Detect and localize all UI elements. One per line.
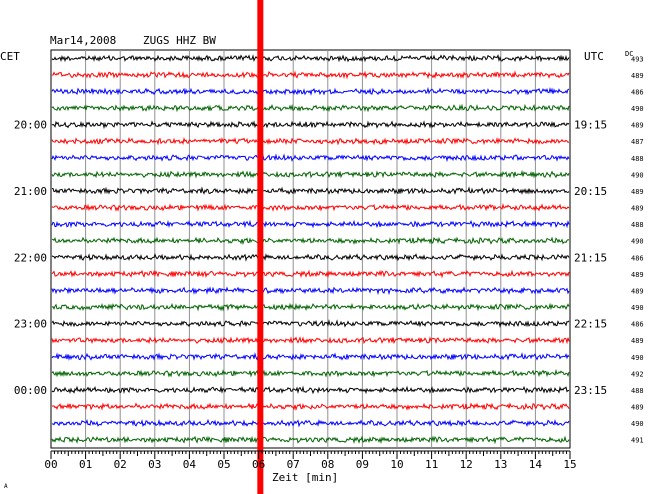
dc-offset-value: 486 xyxy=(631,254,644,262)
x-tick-label: 00 xyxy=(44,458,57,471)
left-time-label: 23:00 xyxy=(14,318,47,331)
trace-line xyxy=(51,418,570,428)
right-time-label: 20:15 xyxy=(574,185,607,198)
x-axis-title: Zeit [min] xyxy=(272,471,338,484)
trace-line xyxy=(51,186,570,195)
trace-line xyxy=(51,402,570,411)
right-time-label: 21:15 xyxy=(574,251,607,264)
x-tick-label: 15 xyxy=(563,458,576,471)
left-time-label: 00:00 xyxy=(14,384,47,397)
dc-offset-value: 488 xyxy=(631,387,644,395)
dc-offset-value: 489 xyxy=(631,271,644,279)
x-tick-label: 07 xyxy=(287,458,300,471)
x-tick-label: 03 xyxy=(148,458,161,471)
dc-offset-value: 489 xyxy=(631,72,644,80)
trace-line xyxy=(51,103,570,113)
x-tick-label: 09 xyxy=(356,458,369,471)
header-date: Mar14,2008 xyxy=(50,34,116,47)
x-tick-label: 04 xyxy=(183,458,197,471)
dc-offset-value: 489 xyxy=(631,205,644,213)
dc-offset-value: 489 xyxy=(631,287,644,295)
trace-line xyxy=(51,336,570,345)
right-time-label: 19:15 xyxy=(574,119,607,132)
right-timezone-label: UTC xyxy=(584,50,604,63)
event-marker xyxy=(257,0,264,494)
x-tick-label: 06 xyxy=(252,458,265,471)
dc-offset-value: 491 xyxy=(631,437,644,445)
dc-offset-value: 489 xyxy=(631,404,644,412)
trace-line xyxy=(51,236,570,246)
corner-mark: A xyxy=(4,483,8,490)
dc-offset-value: 490 xyxy=(631,354,644,362)
dc-offset-value: 486 xyxy=(631,321,644,329)
dc-offset-value: 493 xyxy=(631,55,644,63)
dc-offset-value: 489 xyxy=(631,337,644,345)
left-time-label: 20:00 xyxy=(14,119,47,132)
x-tick-label: 05 xyxy=(217,458,230,471)
dc-offset-value: 488 xyxy=(631,221,644,229)
dc-offset-value: 490 xyxy=(631,105,644,113)
right-time-label: 23:15 xyxy=(574,384,607,397)
dc-offset-value: 492 xyxy=(631,370,644,378)
trace-line xyxy=(51,253,570,262)
trace-line xyxy=(51,269,570,279)
dc-label: DC xyxy=(625,50,633,58)
dc-offset-value: 486 xyxy=(631,88,644,96)
labels: Mar14,2008 ZUGS HHZ BW CET UTC DC Zeit [… xyxy=(0,34,644,490)
left-timezone-label: CET xyxy=(0,50,20,63)
grid xyxy=(50,49,571,449)
trace-line xyxy=(51,70,570,80)
event-marker-layer xyxy=(257,0,264,494)
trace-line xyxy=(51,352,570,361)
trace-line xyxy=(51,86,570,96)
trace-line xyxy=(51,219,570,229)
right-time-label: 22:15 xyxy=(574,318,607,331)
dc-offset-value: 490 xyxy=(631,420,644,428)
dc-offset-value: 487 xyxy=(631,138,644,146)
trace-line xyxy=(51,302,570,312)
trace-line xyxy=(51,286,570,296)
x-tick-label: 13 xyxy=(494,458,507,471)
trace-line xyxy=(51,153,570,163)
x-tick-label: 14 xyxy=(529,458,543,471)
x-tick-label: 12 xyxy=(460,458,473,471)
trace-line xyxy=(51,319,570,329)
trace-line xyxy=(51,169,570,179)
header-station: ZUGS HHZ BW xyxy=(143,34,216,47)
trace-line xyxy=(51,53,570,63)
trace-line xyxy=(51,120,570,130)
left-time-label: 22:00 xyxy=(14,251,47,264)
dc-offset-value: 490 xyxy=(631,238,644,246)
x-axis: 00 01 02 03 04 05 06 07 08 09 10 11 12 13 14 15 xyxy=(44,450,577,471)
trace-line xyxy=(51,368,570,378)
trace-line xyxy=(51,385,570,395)
traces xyxy=(51,53,570,445)
trace-line xyxy=(51,435,570,445)
left-time-label: 21:00 xyxy=(14,185,47,198)
x-tick-label: 01 xyxy=(79,458,92,471)
trace-line xyxy=(51,136,570,146)
dc-offset-value: 489 xyxy=(631,122,644,130)
plot-frame xyxy=(50,49,571,449)
dc-offset-value: 489 xyxy=(631,188,644,196)
x-tick-label: 02 xyxy=(114,458,127,471)
x-tick-label: 08 xyxy=(321,458,334,471)
trace-line xyxy=(51,203,570,212)
dc-offset-value: 490 xyxy=(631,171,644,179)
dc-offset-value: 488 xyxy=(631,155,644,163)
dc-offset-value: 490 xyxy=(631,304,644,312)
x-tick-label: 11 xyxy=(425,458,438,471)
x-tick-label: 10 xyxy=(390,458,403,471)
